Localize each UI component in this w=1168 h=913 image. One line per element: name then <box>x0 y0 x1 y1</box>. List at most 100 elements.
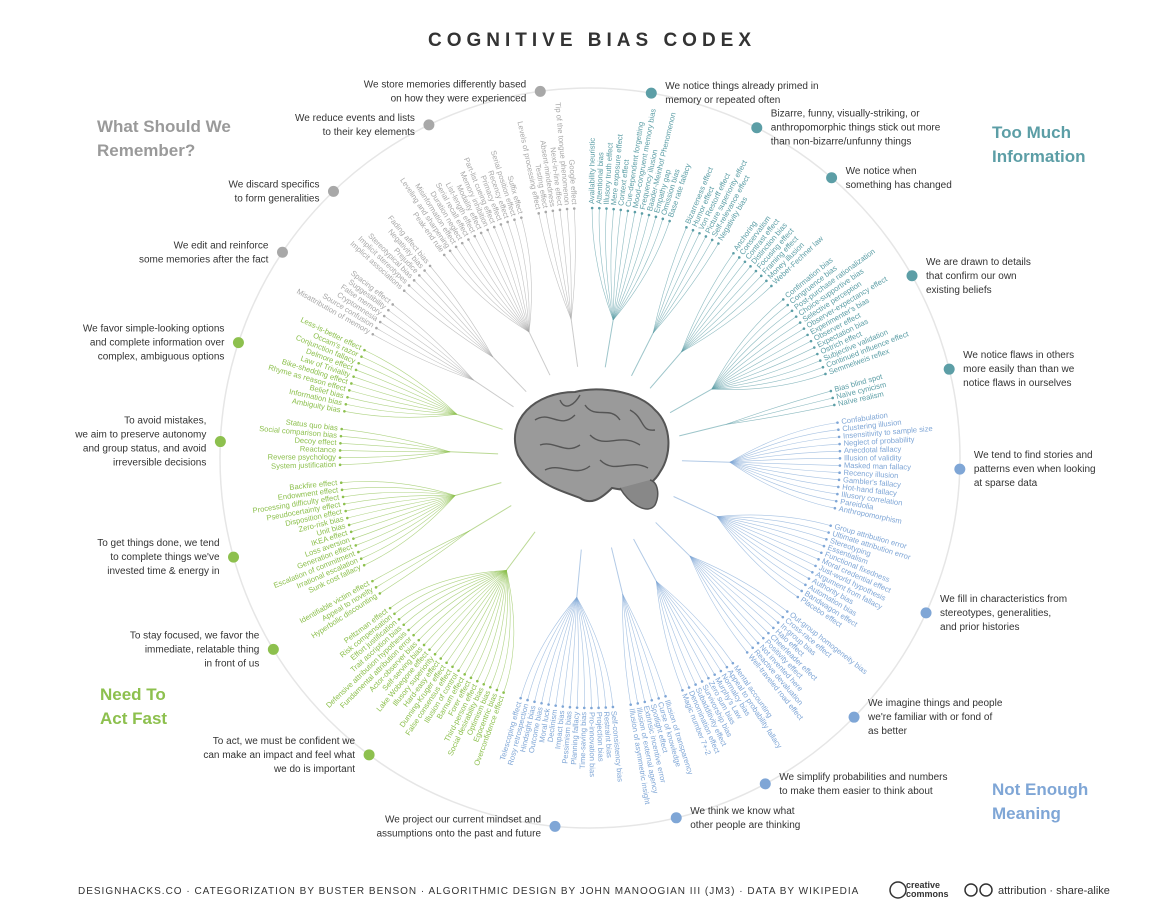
branch <box>552 210 572 320</box>
bias-dot <box>387 308 390 312</box>
bias-label: Neglect of probability <box>843 435 915 448</box>
bias-dot <box>486 228 489 232</box>
brain <box>513 388 670 510</box>
branch <box>689 555 779 623</box>
bias-dot <box>818 359 822 362</box>
bias-dot <box>737 256 741 259</box>
bias-dot <box>710 238 714 242</box>
bias-dot <box>765 279 768 283</box>
group-description: in front of us <box>204 658 259 669</box>
bias-dot <box>590 206 594 210</box>
branch <box>355 495 456 546</box>
branch <box>503 570 515 693</box>
bias-dot <box>743 260 747 264</box>
cc-text: commons <box>906 889 949 899</box>
branch <box>717 516 822 554</box>
bias-dot <box>800 589 803 593</box>
branch <box>656 581 734 664</box>
bias-dot <box>519 696 522 700</box>
bias-dot <box>647 213 651 217</box>
bias-dot <box>572 207 576 210</box>
branch <box>384 315 474 381</box>
branch <box>341 428 451 453</box>
bias-dot <box>575 706 579 709</box>
bias-dot <box>467 238 470 241</box>
branch <box>711 299 784 390</box>
bias-dot <box>338 456 342 459</box>
quadrant-title: Too Much <box>992 123 1071 142</box>
branch <box>341 487 456 496</box>
bias-dot <box>824 372 827 376</box>
bias-dot <box>756 641 760 645</box>
bias-dot <box>762 636 765 640</box>
trunk <box>610 547 624 595</box>
bias-dot <box>339 481 343 485</box>
group-description: memory or repeated often <box>665 95 780 106</box>
branch <box>681 257 740 353</box>
bias-dot <box>342 502 346 506</box>
bias-dot <box>611 705 615 709</box>
bias-dot <box>350 382 353 385</box>
group-description: We think we know what <box>690 806 795 817</box>
quadrant-title: Need To <box>100 685 166 704</box>
branch <box>652 230 694 334</box>
group-dot <box>549 820 561 832</box>
bias-dot <box>629 703 633 706</box>
bias-dot <box>378 320 382 324</box>
branch <box>716 516 810 579</box>
group-description: something has changed <box>846 180 952 191</box>
trunk <box>604 319 614 368</box>
bias-dot <box>338 463 342 467</box>
branch <box>711 360 821 390</box>
bias-dot <box>745 651 749 654</box>
branch <box>339 451 451 458</box>
bias-dot <box>781 615 785 619</box>
branch <box>398 570 507 620</box>
branch <box>358 495 456 553</box>
bias-dot <box>561 705 565 708</box>
branch <box>652 233 700 334</box>
bias-dot <box>698 231 701 235</box>
branch <box>440 570 507 659</box>
branch <box>446 570 507 663</box>
bias-dot <box>643 700 647 704</box>
bias-dot <box>837 435 841 439</box>
bias-dot <box>759 274 763 278</box>
branch <box>434 570 507 655</box>
branch <box>500 224 530 333</box>
bias-label: Pro-innovation bias <box>587 712 596 777</box>
bias-dot <box>439 657 443 660</box>
bias-dot <box>834 499 838 503</box>
group-description: can make an impact and feel what <box>203 750 355 761</box>
branch <box>656 581 703 682</box>
bias-dot <box>347 523 351 527</box>
branch <box>689 555 764 639</box>
bias-dot <box>817 558 820 561</box>
bias-label: Illusion of validity <box>844 453 902 462</box>
group-description: and prior histories <box>940 622 1019 633</box>
branch <box>652 243 719 334</box>
branch <box>681 285 772 353</box>
bias-dot <box>354 544 358 547</box>
branch <box>569 597 578 708</box>
branch <box>490 570 508 688</box>
bias-dot <box>626 209 630 213</box>
group-description: stereotypes, generalities, <box>940 608 1051 619</box>
bias-label: Recency illusion <box>843 468 898 480</box>
branch <box>394 570 507 615</box>
bias-dot <box>360 355 363 358</box>
bias-dot <box>704 235 708 238</box>
branch <box>493 226 530 333</box>
group-description: patterns even when looking <box>974 464 1096 475</box>
bias-dot <box>827 531 830 534</box>
branch <box>408 570 507 631</box>
branch <box>521 217 532 332</box>
branch <box>656 581 683 691</box>
branch <box>717 516 816 567</box>
bias-dot <box>457 669 460 672</box>
bias-dot <box>713 673 716 676</box>
bias-dot <box>346 516 349 520</box>
outer-ring <box>219 87 961 829</box>
group-description: we're familiar with or fond of <box>867 712 992 723</box>
